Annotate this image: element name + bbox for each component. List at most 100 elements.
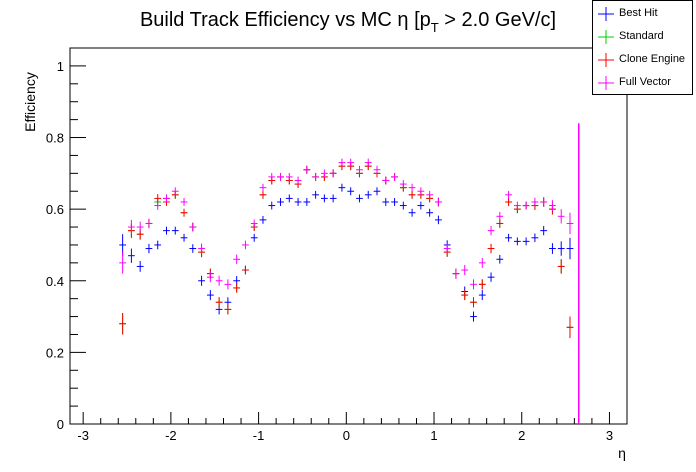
data-point <box>145 243 153 254</box>
data-point <box>505 198 512 206</box>
series-standard <box>119 162 574 339</box>
data-point <box>303 165 311 174</box>
data-point <box>189 244 197 253</box>
data-point <box>329 194 337 203</box>
data-point <box>347 158 355 167</box>
data-point <box>215 297 223 308</box>
y-axis: 0 0.2 0.4 0.6 0.8 1 <box>46 59 86 432</box>
data-point <box>277 198 284 206</box>
x-tick-label: 3 <box>606 428 613 443</box>
y-tick-label: 0 <box>57 417 64 432</box>
data-point <box>154 240 162 250</box>
data-point <box>294 176 302 185</box>
data-point <box>285 194 293 203</box>
y-tick-label: 1 <box>57 59 64 74</box>
data-point <box>522 201 530 210</box>
data-point <box>522 237 530 246</box>
legend-marker-icon <box>598 53 614 67</box>
data-point <box>382 198 390 206</box>
data-point <box>163 226 170 235</box>
data-point <box>259 190 267 199</box>
data-point <box>206 290 214 301</box>
data-point <box>505 233 512 242</box>
data-point <box>128 248 135 263</box>
data-point <box>391 172 398 181</box>
data-point <box>320 169 328 178</box>
legend-item: Best Hit <box>593 4 692 24</box>
data-point <box>189 222 197 232</box>
legend-item: Clone Engine <box>593 50 692 70</box>
data-point <box>417 187 425 196</box>
data-point <box>566 316 574 339</box>
series-layer <box>119 123 580 424</box>
chart-title-tail: > 2.0 GeV/c] <box>439 9 556 31</box>
data-point <box>531 197 539 207</box>
data-point <box>487 225 495 236</box>
data-point <box>242 240 249 250</box>
data-point <box>478 257 486 268</box>
data-point <box>145 218 153 229</box>
data-point <box>206 272 214 283</box>
data-point <box>250 233 258 242</box>
data-point <box>549 243 556 254</box>
data-point <box>119 312 127 335</box>
legend-label: Standard <box>619 30 664 42</box>
data-point <box>435 215 442 225</box>
data-point <box>136 221 144 233</box>
data-point <box>461 290 469 301</box>
legend: Best Hit Standard Clone Engine Full Vector <box>592 0 693 95</box>
data-point <box>180 233 188 242</box>
data-point <box>128 219 135 235</box>
data-point <box>294 198 302 206</box>
data-point <box>338 158 346 167</box>
y-tick-label: 0.4 <box>46 274 64 289</box>
data-point <box>215 275 223 286</box>
x-axis-label: η <box>618 445 626 461</box>
data-point <box>557 209 565 224</box>
data-point <box>136 261 144 272</box>
data-point <box>171 226 179 235</box>
plot-frame <box>69 47 628 425</box>
y-tick-label: 0.8 <box>46 131 64 146</box>
data-point <box>487 243 495 254</box>
x-tick-label: -3 <box>77 428 89 443</box>
data-point <box>461 265 469 276</box>
data-point <box>373 187 381 196</box>
legend-label: Clone Engine <box>619 53 686 65</box>
data-point <box>399 201 407 210</box>
data-point <box>233 254 241 264</box>
data-point <box>513 201 521 210</box>
data-point <box>154 201 162 210</box>
series-best-hit <box>119 183 574 322</box>
data-point <box>540 225 548 236</box>
legend-label: Best Hit <box>619 7 658 19</box>
data-point <box>224 304 232 315</box>
data-point <box>277 172 284 181</box>
data-point <box>496 212 504 221</box>
data-point <box>382 176 390 185</box>
data-point <box>408 190 416 199</box>
legend-marker-icon <box>598 76 614 90</box>
x-tick-label: -1 <box>253 428 265 443</box>
data-point <box>452 268 460 279</box>
data-point <box>119 252 127 274</box>
data-point <box>198 275 205 286</box>
data-point <box>470 279 477 290</box>
data-point <box>443 243 451 254</box>
data-point <box>373 165 381 174</box>
data-point <box>513 237 521 246</box>
data-point <box>347 187 355 196</box>
data-point <box>496 254 504 264</box>
data-point <box>250 219 258 228</box>
data-point <box>303 198 311 206</box>
x-tick-label: 0 <box>343 428 350 443</box>
series-full-vector <box>119 158 574 290</box>
y-tick-label: 0.6 <box>46 202 64 217</box>
data-point <box>505 190 512 199</box>
data-point <box>338 183 346 192</box>
data-point <box>285 172 293 181</box>
data-point <box>268 172 276 181</box>
legend-item: Full Vector <box>593 73 692 93</box>
data-point <box>478 279 486 290</box>
data-point <box>426 208 434 217</box>
